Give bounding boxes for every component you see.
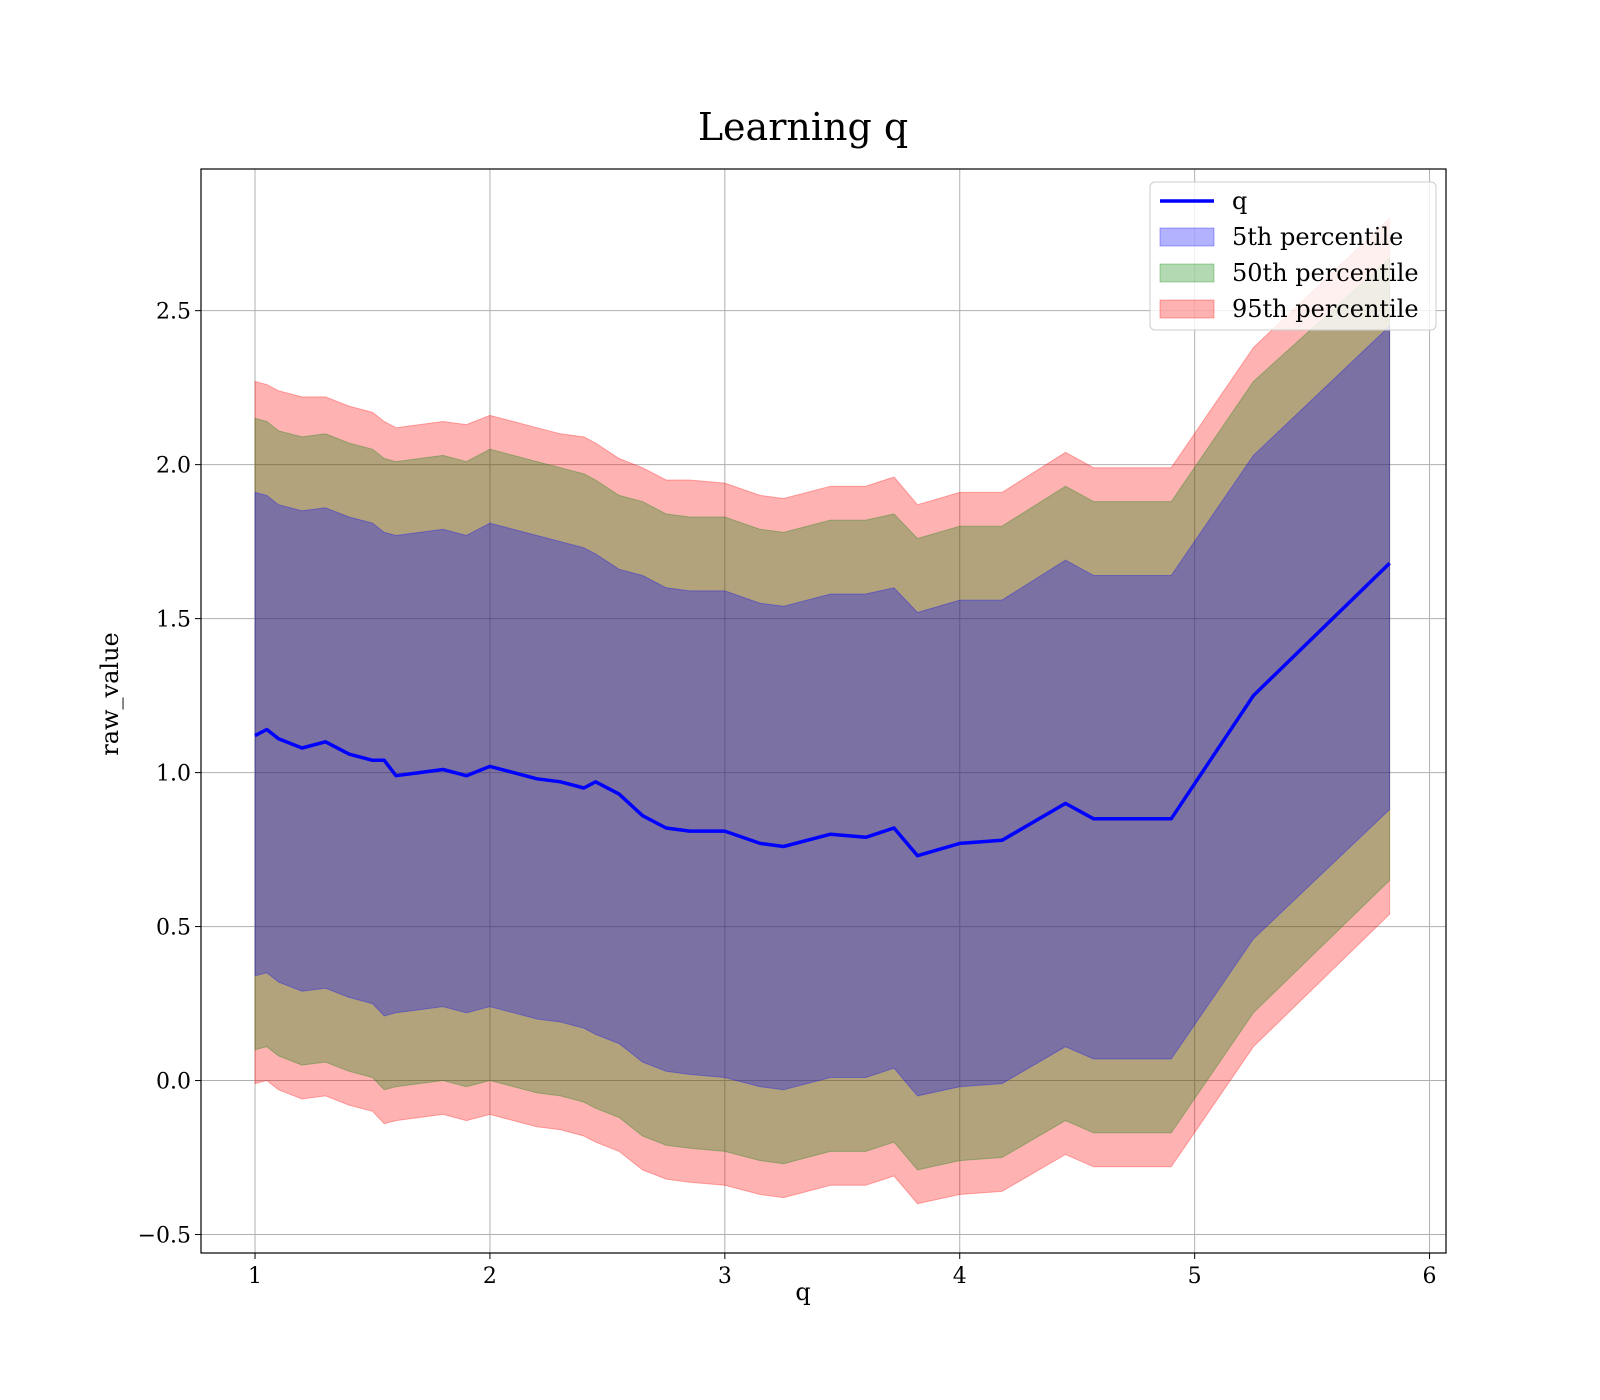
legend-swatch-patch [1159,299,1215,319]
legend-label: q [1232,187,1247,215]
legend-swatch-patch [1159,263,1215,283]
y-tick-label: −0.5 [138,1224,191,1249]
band-5th-percentile [254,324,1391,1097]
x-tick-label: 2 [483,1264,497,1289]
y-tick-label: 2.5 [156,300,191,325]
y-tick-label: 0.5 [156,916,191,941]
y-tick-label: 0.0 [156,1070,191,1095]
y-tick-label: 1.5 [156,608,191,633]
legend: q 5th percentile 50th percentile 95th perce… [1149,181,1437,331]
x-tick-label: 1 [248,1264,262,1289]
band-50th-percentile [254,257,1391,1171]
y-tick-label: 1.0 [156,762,191,787]
y-tick-label: 2.0 [156,454,191,479]
y-axis-label: raw_value [96,632,124,756]
plot-frame [200,168,1447,1254]
tick-layer: 1 2 3 4 5 6 −0.5 0.0 0.5 1.0 1.5 2.0 2.5 [138,300,1437,1289]
legend-swatch-patch [1159,227,1215,247]
legend-label: 95th percentile [1232,295,1419,323]
x-tick-label: 5 [1188,1264,1202,1289]
x-tick-label: 4 [953,1264,967,1289]
x-tick-label: 6 [1423,1264,1437,1289]
x-axis-label: q [795,1278,810,1306]
legend-label: 50th percentile [1232,259,1419,287]
legend-label: 5th percentile [1232,223,1403,251]
series-line-q [254,561,1391,858]
band-layer [254,217,1391,1205]
line-layer [254,561,1391,858]
legend-box [1149,181,1437,331]
chart-title: Learning q [698,105,908,149]
band-95th-percentile [254,217,1391,1205]
x-tick-label: 3 [718,1264,732,1289]
